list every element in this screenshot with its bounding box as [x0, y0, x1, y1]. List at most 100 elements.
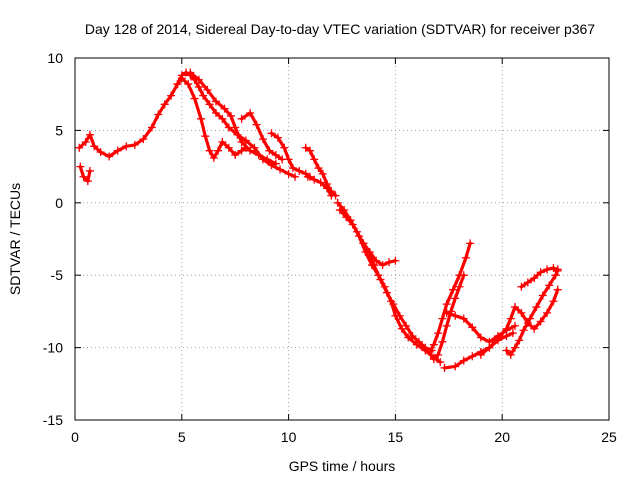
data-point — [436, 358, 445, 367]
y-tick-label: -5 — [51, 267, 64, 283]
data-point — [506, 314, 515, 323]
series-arc-m — [429, 271, 468, 364]
data-point — [301, 143, 310, 152]
data-point — [265, 146, 274, 155]
data-point — [263, 155, 272, 164]
data-point — [250, 143, 259, 152]
data-point — [538, 291, 547, 300]
data-point — [429, 355, 438, 364]
x-tick-label: 5 — [178, 429, 186, 445]
data-point — [209, 153, 218, 162]
data-point — [218, 114, 227, 123]
data-point — [90, 142, 99, 151]
data-point — [536, 317, 545, 326]
data-point — [130, 140, 139, 149]
data-point — [380, 282, 389, 291]
x-tick-label: 0 — [71, 429, 79, 445]
data-point — [543, 308, 552, 317]
data-point — [194, 75, 203, 84]
data-point — [391, 256, 400, 265]
y-tick-label: -15 — [43, 412, 63, 428]
data-point — [530, 274, 539, 283]
data-point — [295, 166, 304, 175]
data-point — [280, 143, 289, 152]
series-arc-b — [76, 162, 94, 186]
data-point — [438, 314, 447, 323]
data-point — [485, 343, 494, 352]
data-point — [271, 159, 280, 168]
data-point — [517, 308, 526, 317]
data-point — [440, 363, 449, 372]
data-point — [502, 346, 511, 355]
data-point — [408, 332, 417, 341]
data-point — [553, 285, 562, 294]
data-point — [122, 142, 131, 151]
plot-frame — [74, 57, 610, 421]
grid-lines — [75, 58, 609, 420]
data-point — [404, 333, 413, 342]
data-point — [184, 80, 193, 89]
data-point — [553, 266, 562, 275]
y-tick-label: -10 — [43, 340, 63, 356]
data-point — [455, 282, 464, 291]
data-point — [451, 294, 460, 303]
data-point — [271, 151, 280, 160]
data-point — [288, 164, 297, 173]
data-point — [154, 110, 163, 119]
series-arc-j — [335, 206, 445, 367]
data-point — [96, 148, 105, 157]
data-point — [273, 133, 282, 142]
data-point — [226, 111, 235, 120]
data-point — [333, 198, 342, 207]
data-point — [218, 137, 227, 146]
series-arc-h — [303, 172, 336, 200]
data-point — [205, 146, 214, 155]
data-point — [506, 350, 515, 359]
data-point — [237, 146, 246, 155]
data-point — [85, 130, 94, 139]
data-point — [391, 311, 400, 320]
data-point — [442, 300, 451, 309]
series-arc-r — [517, 263, 562, 291]
data-point — [425, 347, 434, 356]
data-point — [147, 123, 156, 132]
series-arc-k — [359, 239, 400, 270]
data-point — [508, 329, 517, 338]
data-point — [81, 137, 90, 146]
data-point — [310, 155, 319, 164]
series-trace — [338, 208, 442, 364]
series-arc-q — [502, 265, 562, 359]
data-point — [237, 137, 246, 146]
data-point — [199, 91, 208, 100]
data-point — [203, 85, 212, 94]
data-point — [359, 239, 368, 248]
data-point — [525, 314, 534, 323]
series-arc-d — [186, 68, 280, 168]
data-point — [451, 362, 460, 371]
data-point — [246, 109, 255, 118]
y-tick-label: 10 — [47, 50, 63, 66]
series-trace — [175, 76, 248, 160]
series-trace — [188, 70, 278, 166]
data-point — [517, 282, 526, 291]
data-point — [459, 271, 468, 280]
data-point — [186, 68, 195, 77]
y-tick-label: 0 — [55, 195, 63, 211]
data-point — [397, 324, 406, 333]
x-tick-label: 20 — [494, 429, 510, 445]
data-point — [214, 146, 223, 155]
data-point — [451, 311, 460, 320]
data-point — [442, 321, 451, 330]
data-point — [252, 120, 261, 129]
data-point — [305, 146, 314, 155]
data-point — [211, 109, 220, 118]
data-point — [201, 132, 210, 141]
data-point — [545, 281, 554, 290]
data-point — [83, 177, 92, 186]
data-point — [429, 340, 438, 349]
series-trace — [304, 146, 338, 198]
data-point — [449, 285, 458, 294]
x-tick-label: 10 — [281, 429, 297, 445]
